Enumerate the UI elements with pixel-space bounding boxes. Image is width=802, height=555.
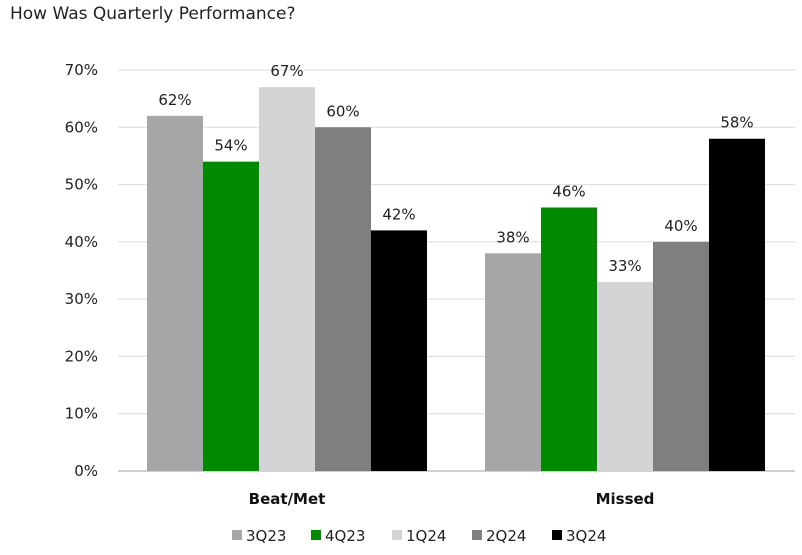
bar-3q24-beatmet bbox=[371, 230, 427, 471]
bar-3q23-beatmet bbox=[147, 115, 203, 471]
legend-label: 3Q24 bbox=[566, 527, 606, 545]
legend-swatch bbox=[392, 530, 402, 540]
data-label: 54% bbox=[214, 137, 247, 155]
legend-label: 4Q23 bbox=[325, 527, 365, 545]
bar-2q24-beatmet bbox=[315, 127, 371, 472]
legend[interactable]: 3Q23 4Q23 1Q24 2Q24 3Q24 bbox=[232, 527, 606, 545]
y-tick-label: 30% bbox=[65, 290, 98, 308]
y-axis: 0% 10% 20% 30% 40% 50% 60% 70% bbox=[65, 61, 98, 480]
legend-item-2q24[interactable]: 2Q24 bbox=[472, 527, 526, 545]
data-label: 60% bbox=[326, 102, 359, 120]
legend-item-4q23[interactable]: 4Q23 bbox=[311, 527, 365, 545]
bar-1q24-missed bbox=[597, 281, 653, 471]
bars bbox=[147, 87, 765, 472]
legend-item-3q24[interactable]: 3Q24 bbox=[552, 527, 606, 545]
legend-label: 2Q24 bbox=[486, 527, 526, 545]
x-axis: Beat/Met Missed bbox=[249, 490, 655, 508]
y-tick-label: 0% bbox=[74, 462, 98, 480]
y-tick-label: 40% bbox=[65, 233, 98, 251]
data-label: 58% bbox=[720, 114, 753, 132]
y-tick-label: 50% bbox=[65, 176, 98, 194]
legend-item-1q24[interactable]: 1Q24 bbox=[392, 527, 446, 545]
legend-label: 1Q24 bbox=[406, 527, 446, 545]
bar-3q23-missed bbox=[485, 253, 541, 471]
bar-2q24-missed bbox=[653, 241, 709, 471]
bar-1q24-beatmet bbox=[259, 87, 315, 471]
data-labels: 62% 54% 67% 60% 42% 38% 46% 33% 40% 58% bbox=[158, 62, 753, 275]
legend-swatch bbox=[311, 530, 321, 540]
legend-label: 3Q23 bbox=[246, 527, 286, 545]
data-label: 38% bbox=[496, 228, 529, 246]
legend-swatch bbox=[232, 530, 242, 540]
bar-3q24-missed bbox=[709, 138, 765, 471]
data-label: 67% bbox=[270, 62, 303, 80]
data-label: 42% bbox=[382, 205, 415, 223]
legend-item-3q23[interactable]: 3Q23 bbox=[232, 527, 286, 545]
y-tick-label: 70% bbox=[65, 61, 98, 79]
legend-swatch bbox=[472, 530, 482, 540]
y-tick-label: 20% bbox=[65, 347, 98, 365]
bar-4q23-beatmet bbox=[203, 161, 259, 471]
data-label: 46% bbox=[552, 182, 585, 200]
data-label: 62% bbox=[158, 91, 191, 109]
y-tick-label: 10% bbox=[65, 405, 98, 423]
category-label: Beat/Met bbox=[249, 490, 326, 508]
bar-4q23-missed bbox=[541, 207, 597, 471]
category-label: Missed bbox=[596, 490, 655, 508]
data-label: 40% bbox=[664, 217, 697, 235]
chart-title: How Was Quarterly Performance? bbox=[10, 4, 296, 24]
legend-swatch bbox=[552, 530, 562, 540]
y-tick-label: 60% bbox=[65, 118, 98, 136]
data-label: 33% bbox=[608, 257, 641, 275]
